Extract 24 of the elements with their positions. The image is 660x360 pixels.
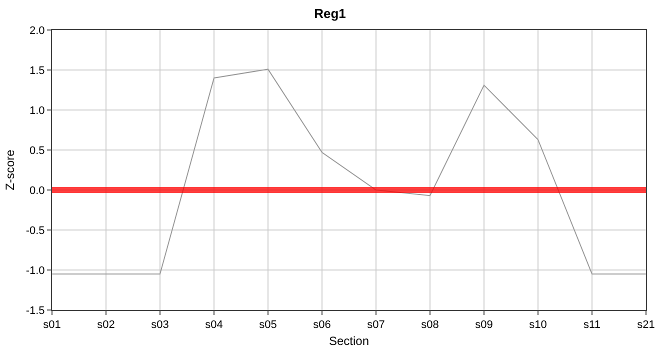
line-series	[52, 68, 646, 274]
y-tick-label: 0.0	[30, 184, 45, 197]
y-tick-label: 1.5	[30, 64, 45, 77]
y-axis-title: Z-score	[3, 149, 18, 190]
x-tick-label: s10	[529, 319, 547, 332]
x-axis-title: Section	[328, 334, 370, 348]
x-tick-label: s07	[367, 319, 385, 332]
y-tick-label: -0.5	[26, 224, 45, 237]
chart-title: Reg1	[314, 6, 346, 22]
y-tick-label: -1.5	[26, 304, 45, 317]
y-tick-label: -1.0	[26, 264, 45, 277]
y-tick-label: 0.5	[30, 144, 45, 157]
x-tick-label: s21	[637, 319, 655, 332]
y-tick-label: 1.0	[30, 104, 45, 117]
x-tick-label: s03	[151, 319, 169, 332]
x-tick-label: s09	[475, 319, 493, 332]
y-tick-label: 2.0	[30, 24, 45, 37]
x-tick-label: s01	[43, 319, 61, 332]
x-tick-label: s04	[205, 319, 223, 332]
x-tick-label: s08	[421, 319, 439, 332]
x-tick-label: s05	[259, 319, 277, 332]
x-tick-label: s06	[313, 319, 331, 332]
x-tick-label: s11	[584, 319, 600, 332]
x-tick-label: s02	[97, 319, 115, 332]
